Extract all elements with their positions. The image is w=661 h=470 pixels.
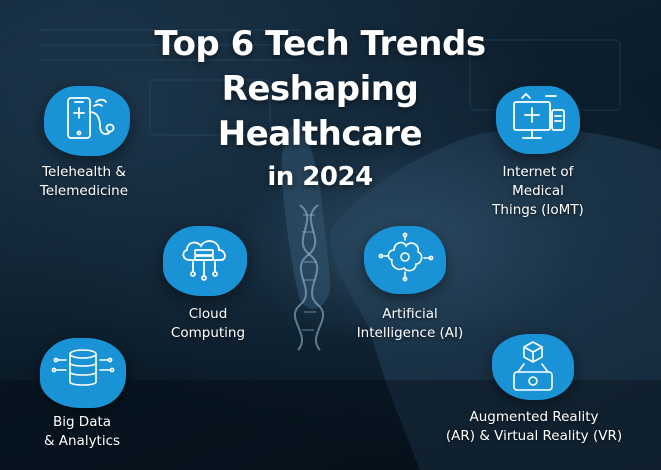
ar-vr-label: Augmented Reality (AR) & Virtual Reality… (445, 409, 623, 444)
ai-label: Artificial Intelligence (AI) (356, 306, 464, 341)
ar-vr-icon-badge (492, 334, 574, 400)
cloud-icon-badge (163, 226, 247, 296)
title-line-4: in 2024 (267, 162, 373, 192)
big-data-database-icon (51, 349, 115, 386)
ar-vr-cube-phone-icon (513, 341, 553, 391)
infographic-title: Top 6 Tech Trends Reshaping Healthcare i… (110, 22, 530, 197)
iomt-monitor-icon (513, 92, 565, 139)
title-line-2: Reshaping (221, 69, 419, 109)
iomt-icon-badge (496, 86, 580, 154)
big-data-label: Big Data & Analytics (43, 414, 121, 449)
telehealth-icon-badge (44, 86, 130, 156)
iomt-label: Internet of Medical Things (IoMT) (492, 164, 584, 218)
cloud-computing-label: Cloud Computing (170, 306, 246, 341)
telehealth-label: Telehealth & Telemedicine (39, 164, 129, 199)
telehealth-phone-stethoscope-icon (67, 97, 115, 139)
big-data-icon-badge (40, 338, 126, 408)
title-line-3: Healthcare (217, 114, 423, 154)
title-line-1: Top 6 Tech Trends (154, 24, 486, 64)
ai-brain-icon (378, 232, 434, 282)
cloud-computing-icon (182, 240, 226, 281)
ai-icon-badge (364, 226, 446, 294)
